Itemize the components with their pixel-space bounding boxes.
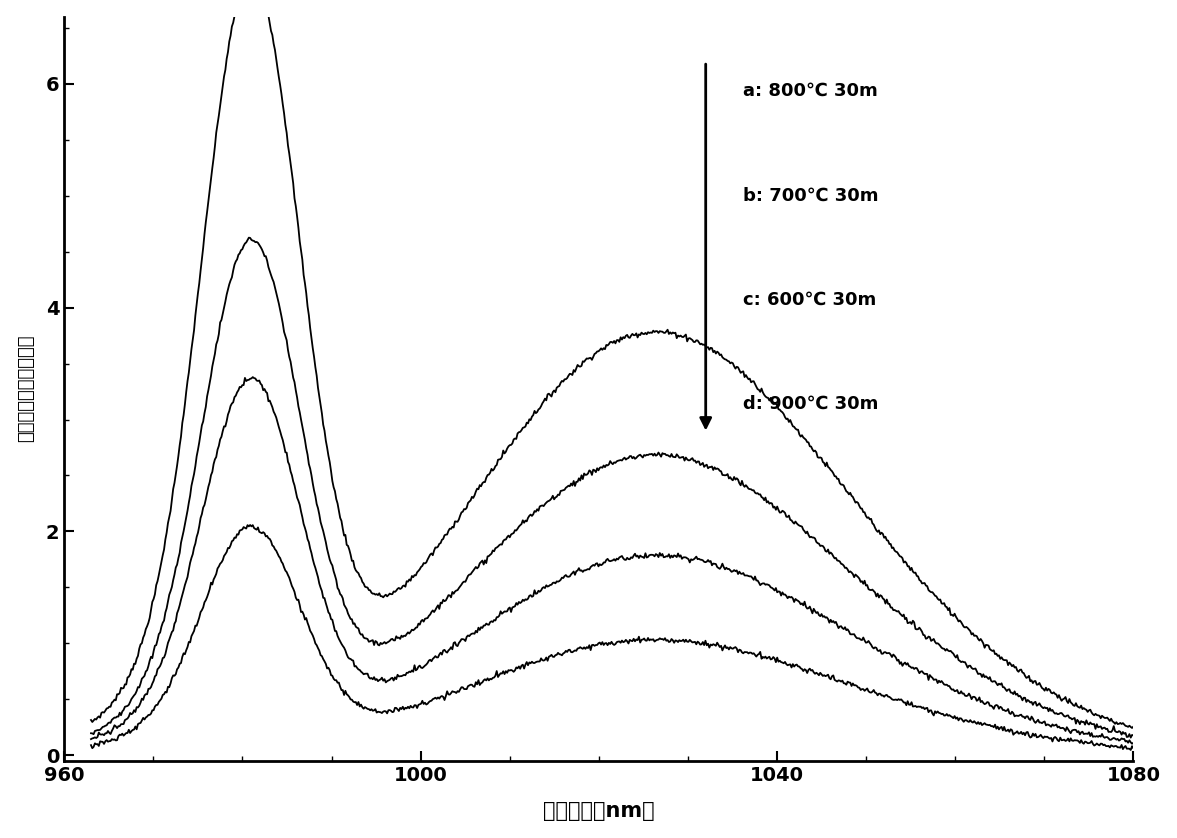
Text: d: 900℃ 30m: d: 900℃ 30m bbox=[743, 395, 878, 412]
Y-axis label: 发光强度（任意单位）: 发光强度（任意单位） bbox=[16, 335, 34, 442]
Text: c: 600℃ 30m: c: 600℃ 30m bbox=[743, 291, 877, 308]
X-axis label: 发光波长（nm）: 发光波长（nm） bbox=[543, 801, 654, 821]
Text: a: 800℃ 30m: a: 800℃ 30m bbox=[743, 82, 878, 100]
Text: b: 700℃ 30m: b: 700℃ 30m bbox=[743, 186, 878, 204]
